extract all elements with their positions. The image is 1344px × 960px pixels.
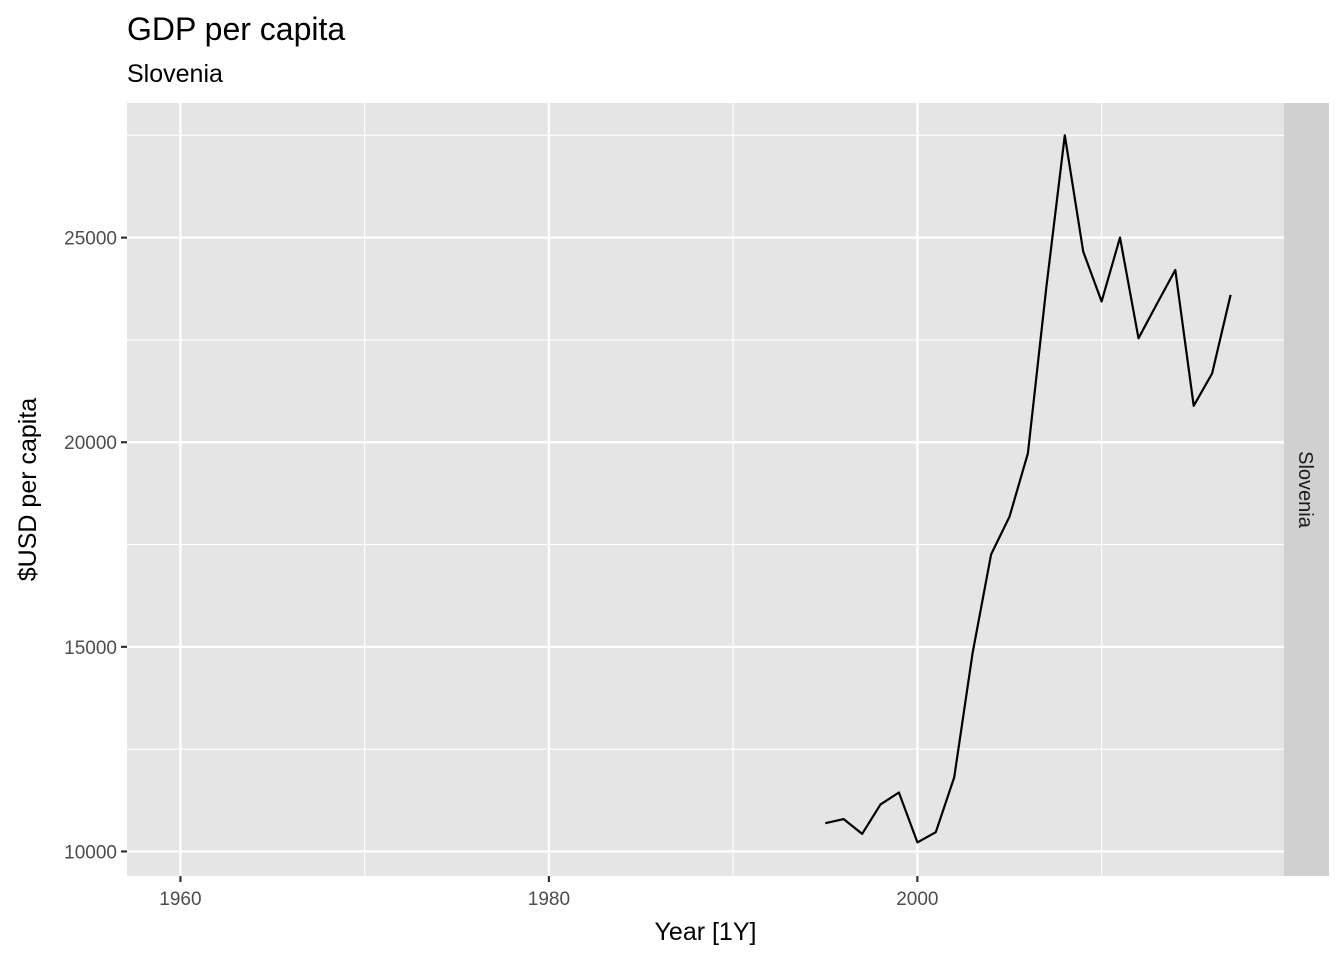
y-axis-ticks: 10000 15000 20000 25000 bbox=[64, 229, 127, 863]
y-axis-title: $USD per capita bbox=[14, 398, 42, 582]
y-tick-label-0: 10000 bbox=[64, 842, 117, 863]
y-tick-label-3: 25000 bbox=[64, 229, 117, 250]
x-tick-label-0: 1960 bbox=[159, 889, 201, 910]
y-tick-label-2: 20000 bbox=[64, 433, 117, 454]
y-tick-label-1: 15000 bbox=[64, 638, 117, 659]
plot-panel bbox=[127, 103, 1284, 876]
chart-subtitle: Slovenia bbox=[127, 60, 223, 88]
x-axis-title: Year [1Y] bbox=[655, 918, 757, 946]
x-tick-label-2: 2000 bbox=[896, 889, 938, 910]
x-axis-ticks: 1960 1980 2000 bbox=[159, 876, 939, 910]
facet-strip-label: Slovenia bbox=[1294, 451, 1316, 529]
gdp-series-line bbox=[825, 134, 1232, 844]
facet-strip bbox=[1284, 103, 1329, 876]
chart-title: GDP per capita bbox=[127, 11, 345, 47]
x-tick-label-1: 1980 bbox=[528, 889, 570, 910]
major-gridlines bbox=[127, 103, 1284, 876]
minor-gridlines bbox=[127, 103, 1284, 876]
